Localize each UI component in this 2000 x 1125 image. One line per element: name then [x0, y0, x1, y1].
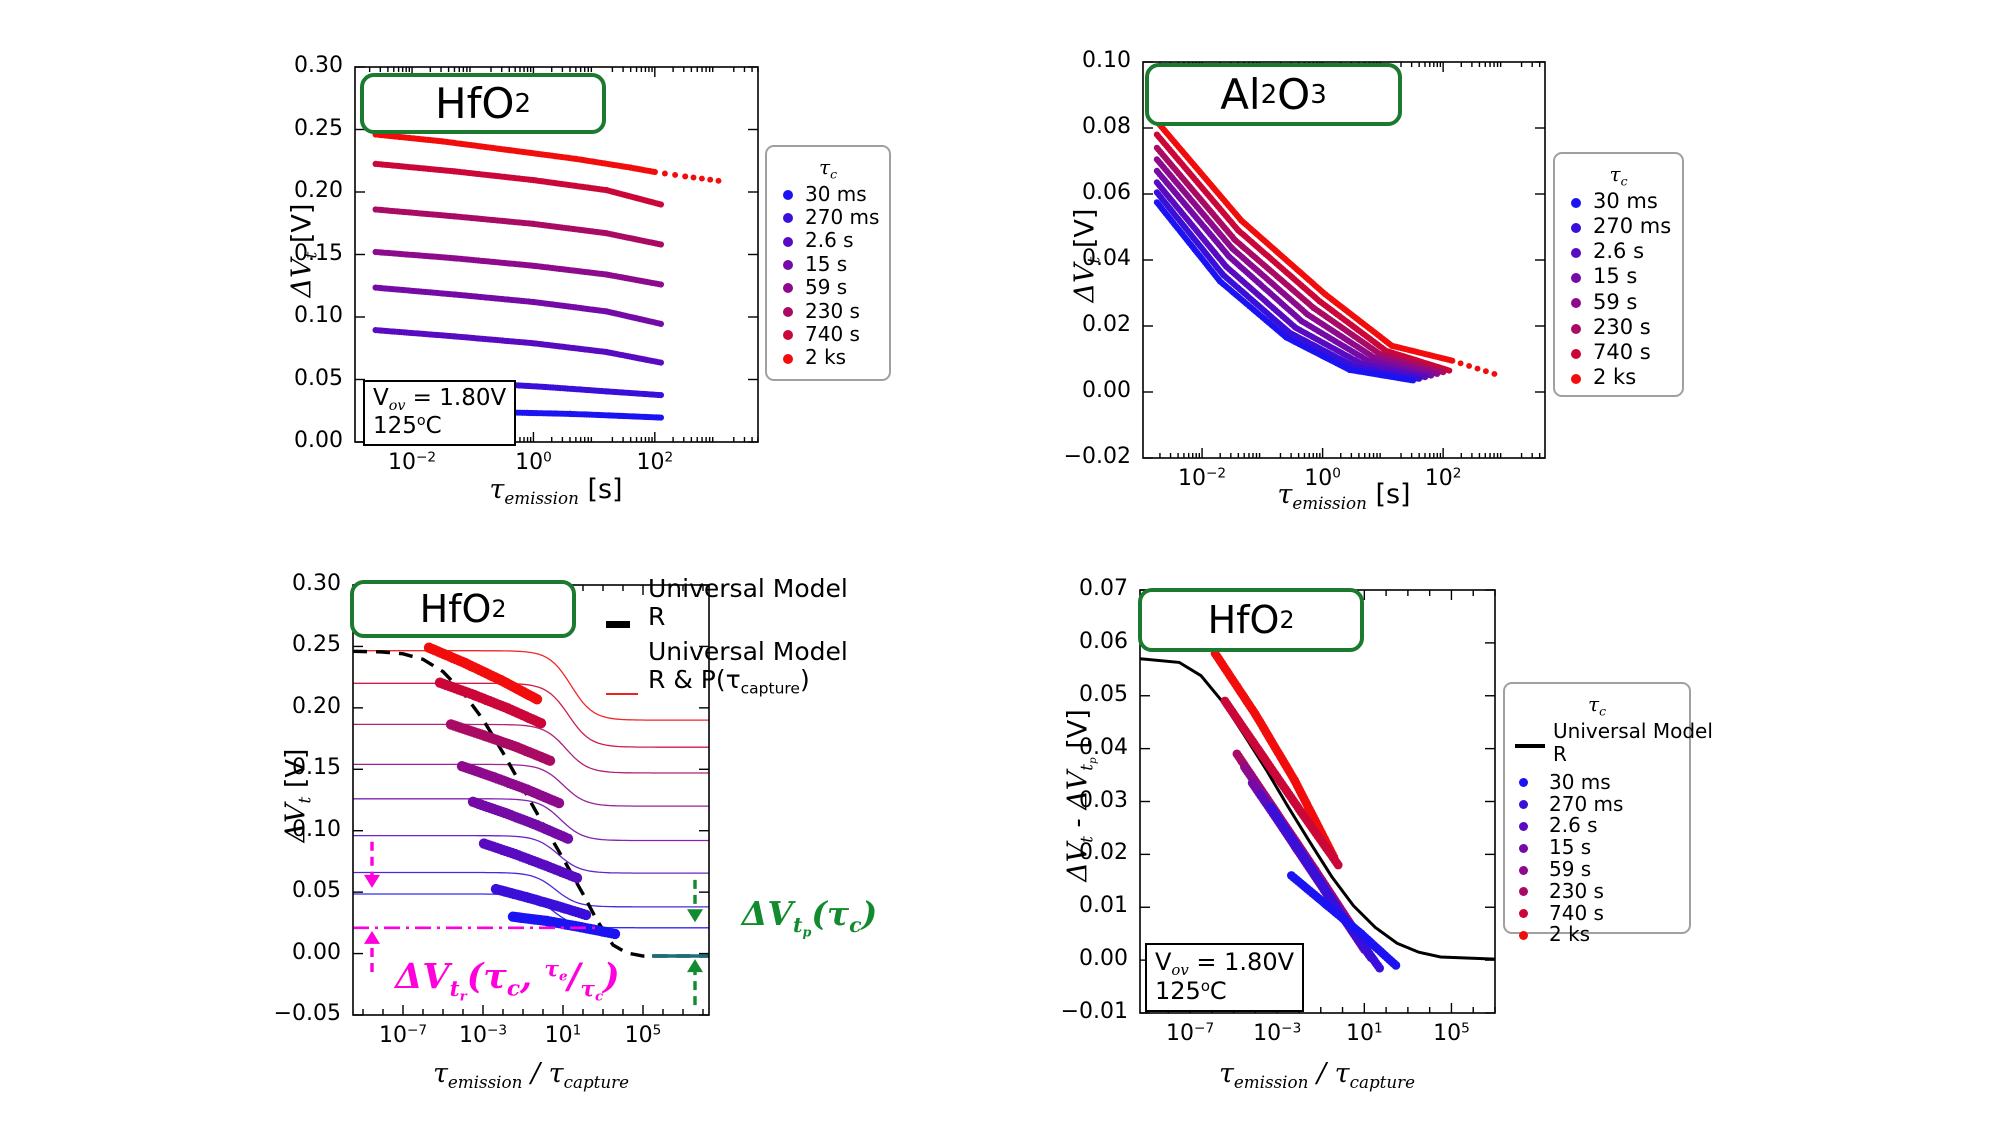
- green-arrow-2: [687, 879, 703, 923]
- panel-title-top-left: HfO 2: [360, 73, 606, 134]
- x-axis-label-bottom-right: τemission / τcapture: [1218, 1058, 1416, 1092]
- series-2-ks: [372, 131, 722, 184]
- panel-tr-data: [1153, 118, 1498, 384]
- x-axis-label-top-left: τemission [s]: [489, 474, 623, 508]
- panel-title-bottom-left: HfO 2: [350, 580, 576, 638]
- ticks-tr: [1143, 61, 1545, 459]
- panel-br-data: [1140, 649, 1495, 973]
- model-sigmoid-230s: [353, 723, 709, 774]
- ticks-bl: [353, 584, 709, 1016]
- panel-tr: [1142, 61, 1546, 459]
- magenta-arrow-1: [364, 930, 380, 972]
- series-2-ks: [423, 642, 543, 705]
- conditions-box-bottom-right: Vov = 1.80V 125oC: [1145, 943, 1305, 1012]
- series-740-s: [1220, 696, 1343, 870]
- model-sigmoid-15s: [353, 798, 709, 842]
- series-2-ks: [1210, 649, 1339, 862]
- panel-bl-data: [353, 642, 709, 958]
- series-2.6-s: [1153, 179, 1429, 381]
- axes-frame-bl: [352, 584, 710, 1016]
- series-15-s: [372, 284, 665, 327]
- y-axis-label-top-right: ΔVt [V]: [1069, 208, 1104, 303]
- series-15-s: [467, 796, 574, 844]
- model-sigmoid-59s: [353, 763, 709, 807]
- series-30-ms: [1287, 871, 1401, 970]
- series-270-ms: [490, 883, 592, 921]
- series-30-ms: [1153, 199, 1417, 384]
- series-2.6-s: [372, 327, 665, 366]
- series-59-s: [456, 761, 565, 809]
- series-740-s: [372, 160, 665, 208]
- x-axis-label-top-right: τemission [s]: [1277, 479, 1411, 513]
- series-59-s: [372, 248, 665, 288]
- overdrive-voltage-text: Vov = 1.80V: [373, 385, 507, 414]
- y-axis-label-bottom-left: ΔVt [V]: [280, 748, 315, 843]
- panel-title-top-right: Al 2 O 3: [1145, 63, 1402, 126]
- x-axis-label-bottom-left: τemission / τcapture: [432, 1058, 630, 1092]
- y-axis-label-top-left: ΔVt [V]: [286, 203, 321, 298]
- series-230-s: [445, 719, 556, 766]
- series-30-ms: [512, 409, 665, 421]
- panel-title-bottom-right: HfO 2: [1138, 588, 1364, 652]
- model-sigmoid-740s: [353, 682, 709, 748]
- green-arrow-3: [687, 959, 703, 1006]
- series-740-s: [1153, 131, 1453, 374]
- panel-bl: [352, 584, 710, 1016]
- overdrive-voltage-text: Vov = 1.80V: [1155, 948, 1295, 980]
- model-sigmoid-2.6s: [353, 834, 709, 874]
- series-2-ks: [1153, 118, 1498, 377]
- conditions-box-top-left: Vov = 1.80V 125oC: [363, 380, 517, 447]
- series-2.6-s: [478, 838, 583, 884]
- series-230-s: [372, 206, 665, 248]
- series-59-s: [1153, 156, 1441, 377]
- panel-br: [1139, 589, 1496, 1014]
- universal-model-r-solid-curve: [1140, 657, 1495, 961]
- magenta-arrow-0: [364, 841, 380, 888]
- y-axis-label-bottom-right: ΔVt - ΔVtp [V]: [1062, 709, 1099, 882]
- panel-tl: [354, 66, 759, 443]
- temperature-text: 125oC: [1155, 976, 1227, 1005]
- model-sigmoid-270ms: [353, 871, 709, 908]
- series-740-s: [434, 677, 547, 729]
- series-30-ms: [507, 911, 621, 940]
- temperature-text: 125oC: [373, 412, 442, 439]
- series-230-s: [1153, 144, 1447, 376]
- model-sigmoid-2ks: [353, 650, 709, 721]
- delta-vt-recoverable-label: ΔVtr(τc, τe∕τc): [395, 956, 620, 1005]
- panel-tl-data: [372, 131, 722, 421]
- delta-vt-permanent-label: ΔVtp(τc): [741, 894, 878, 940]
